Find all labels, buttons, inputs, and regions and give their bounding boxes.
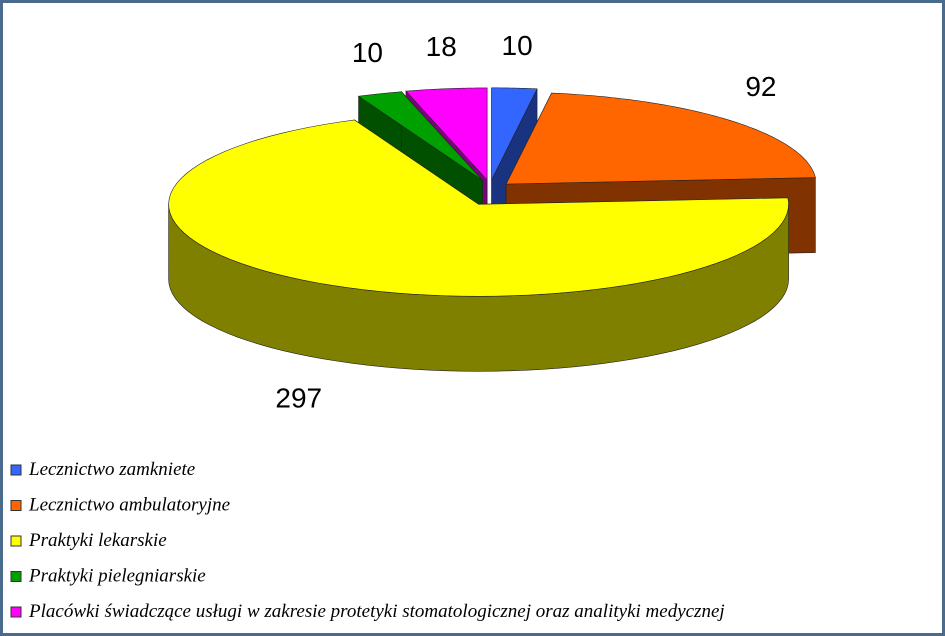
legend-swatch xyxy=(10,606,22,618)
legend-label: Lecznictwo zamkniete xyxy=(28,459,195,480)
slice xyxy=(505,92,816,185)
data-label: 297 xyxy=(275,383,322,414)
legend-label: Praktyki lekarskie xyxy=(28,530,167,551)
data-label: 92 xyxy=(745,71,776,102)
data-label: 10 xyxy=(352,37,383,68)
slice xyxy=(168,119,789,297)
data-label: 10 xyxy=(502,30,533,61)
legend-label: Lecznictwo ambulatoryjne xyxy=(28,495,230,516)
legend-swatch xyxy=(10,571,22,582)
data-label: 18 xyxy=(426,31,457,62)
legend-label: Praktyki pielegniarskie xyxy=(28,566,206,587)
legend-swatch xyxy=(10,464,22,476)
legend-swatch xyxy=(10,535,22,547)
legend-label: Placówki świadczące usługi w zakresie pr… xyxy=(28,601,725,622)
slice xyxy=(405,87,488,181)
slice xyxy=(491,87,538,180)
slice-tops xyxy=(168,87,816,297)
slice xyxy=(357,91,483,181)
legend-swatch xyxy=(10,500,22,511)
chart: 10 92 297 10 18 Lecznictwo zamkniete Lecznictw… xyxy=(10,30,816,622)
